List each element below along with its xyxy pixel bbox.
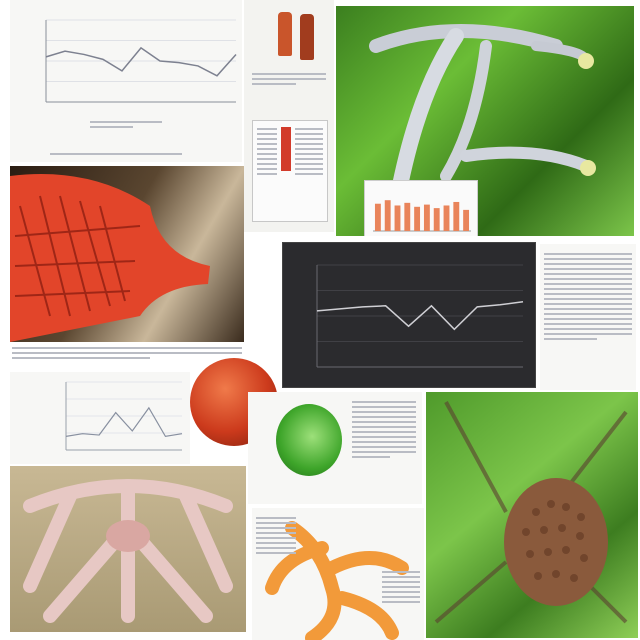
series-line: [65, 406, 183, 438]
orange-branch-shape: [265, 521, 409, 640]
coral-caption-lines: [12, 344, 242, 362]
coral-shape: [10, 174, 210, 342]
specimen-bottle-page: [244, 0, 334, 232]
top-left-line-chart-page: [10, 0, 242, 162]
series-line: [316, 300, 524, 331]
orange-branch-sculpture: [252, 508, 424, 640]
bar: [453, 201, 460, 231]
dark-line-chart-panel: [282, 242, 536, 388]
top-left-line-chart: [45, 19, 237, 103]
bar: [414, 206, 421, 231]
bar: [384, 200, 391, 231]
bar: [423, 204, 430, 231]
bar: [443, 205, 450, 231]
red-coral-structure-photo: [10, 166, 244, 342]
green-plant-photo-with-bar-chart: [336, 6, 634, 236]
table-highlight: [281, 127, 291, 171]
green-cabbage-illustration: [248, 392, 422, 504]
page-text-lines: [252, 70, 326, 88]
small-line-chart-page: [10, 372, 190, 464]
right-text-column: [540, 244, 636, 390]
pink-skeleton-photo: [10, 466, 246, 632]
dark-line-chart: [316, 264, 524, 368]
bar: [374, 203, 381, 231]
specimen-bottle-right: [300, 14, 314, 60]
footer-lines: [50, 150, 182, 158]
skeleton-shape: [23, 479, 233, 623]
data-table: [252, 120, 328, 222]
pod-shape: [434, 401, 628, 624]
small-line-chart: [65, 381, 183, 451]
bar: [394, 205, 401, 231]
bar: [433, 208, 440, 231]
cabbage-shape: [276, 404, 342, 476]
specimen-bottle-left: [278, 12, 292, 56]
bar: [463, 209, 470, 231]
bar-chart-inset: [364, 180, 478, 236]
brown-seed-pod-photo: [426, 392, 638, 638]
series-line: [45, 46, 237, 77]
bar: [404, 202, 411, 231]
caption-lines: [90, 118, 162, 131]
